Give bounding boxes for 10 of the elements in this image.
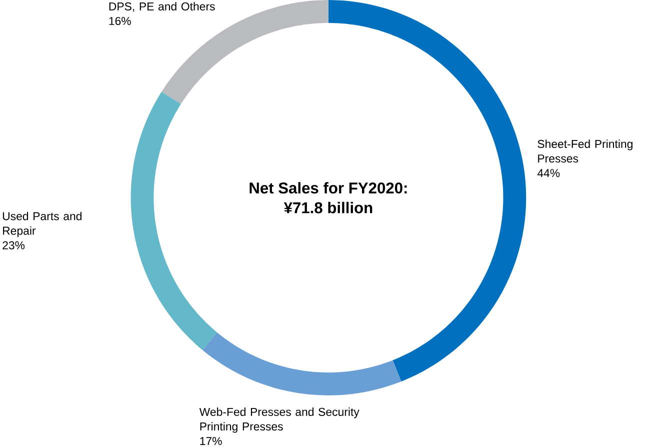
slice-label: Web-Fed Presses and Security Printing Presses bbox=[199, 407, 360, 433]
slice-label: Used Parts and Repair bbox=[2, 212, 82, 237]
data-label: 16% bbox=[109, 16, 131, 25]
data-label: 44% bbox=[537, 169, 560, 178]
data-label: 17% bbox=[200, 436, 222, 445]
data-label: 23% bbox=[2, 241, 25, 250]
text: Net Sales for FY2020: bbox=[250, 182, 407, 194]
slice-label: Sheet-Fed Printing Presses bbox=[538, 140, 632, 162]
text: ¥71.8 billion bbox=[284, 202, 372, 214]
slice-label: DPS, PE and Others bbox=[109, 2, 215, 12]
